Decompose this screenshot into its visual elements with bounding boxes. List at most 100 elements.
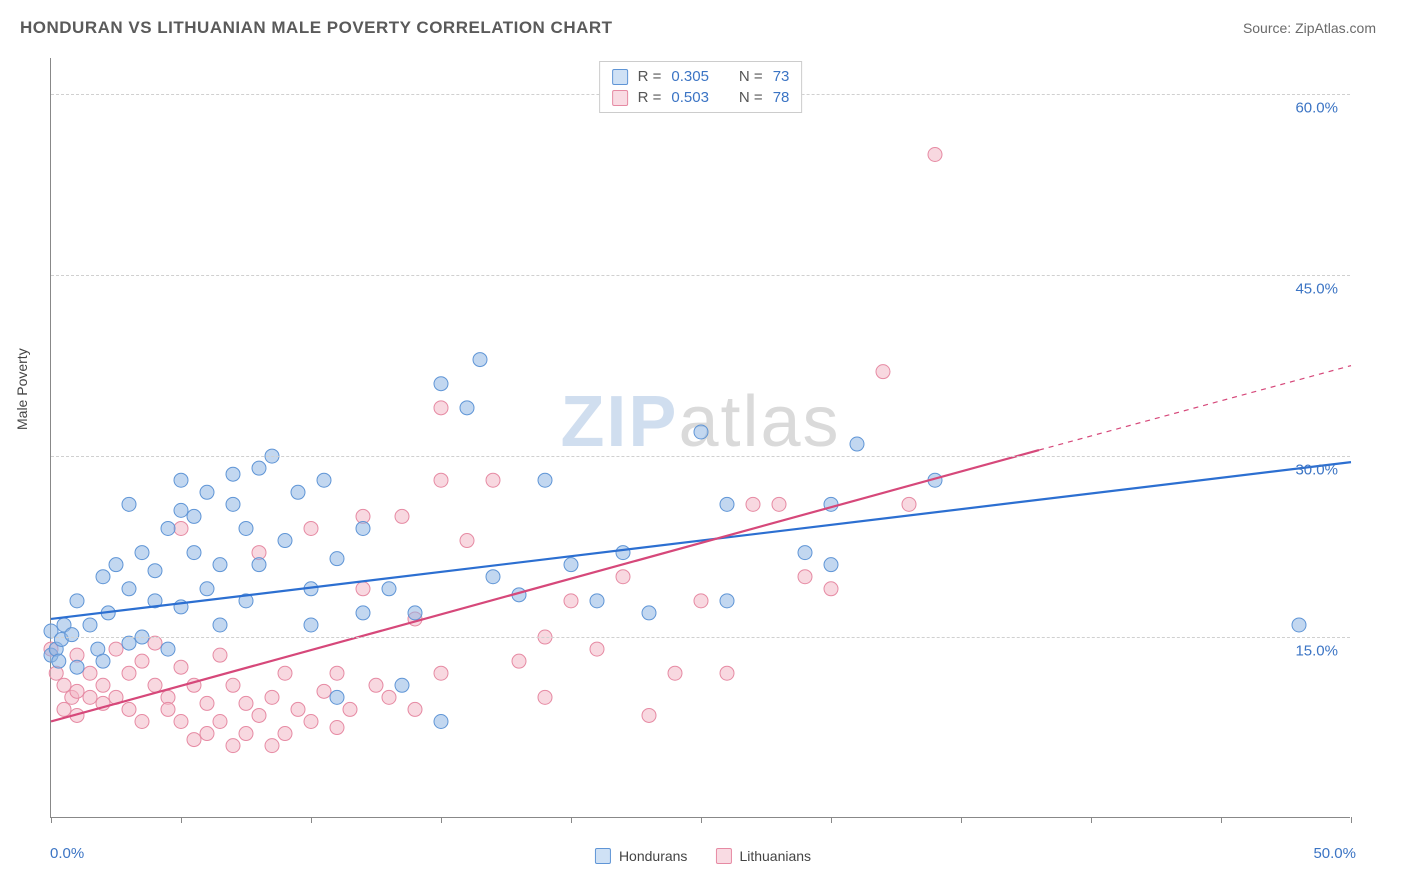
- lithuanians-point: [278, 666, 292, 680]
- hondurans-point: [65, 628, 79, 642]
- lithuanians-point: [291, 702, 305, 716]
- lithuanians-point: [434, 473, 448, 487]
- chart-svg: [51, 58, 1350, 817]
- hondurans-point: [330, 552, 344, 566]
- lithuanians-point: [252, 708, 266, 722]
- hondurans-point: [83, 618, 97, 632]
- lithuanians-point: [174, 521, 188, 535]
- lithuanians-point: [135, 654, 149, 668]
- hondurans-point: [174, 503, 188, 517]
- lithuanians-point: [122, 702, 136, 716]
- lithuanians-point: [343, 702, 357, 716]
- lithuanians-point: [57, 678, 71, 692]
- r-value-lithuanians: 0.503: [671, 89, 709, 106]
- hondurans-point: [122, 582, 136, 596]
- hondurans-point: [434, 377, 448, 391]
- hondurans-point: [694, 425, 708, 439]
- hondurans-point: [408, 606, 422, 620]
- hondurans-point: [239, 521, 253, 535]
- x-tick: [571, 817, 572, 823]
- lithuanians-point: [148, 678, 162, 692]
- source-attribution: Source: ZipAtlas.com: [1243, 20, 1376, 36]
- lithuanians-point: [824, 582, 838, 596]
- hondurans-point: [187, 546, 201, 560]
- correlation-legend: R = 0.305 N = 73 R = 0.503 N = 78: [599, 61, 803, 113]
- lithuanians-point: [265, 690, 279, 704]
- r-label: R =: [638, 68, 662, 85]
- lithuanians-point: [512, 654, 526, 668]
- hondurans-point: [226, 467, 240, 481]
- x-tick: [1351, 817, 1352, 823]
- lithuanians-point: [928, 148, 942, 162]
- lithuanians-point: [590, 642, 604, 656]
- lithuanians-point: [278, 727, 292, 741]
- lithuanians-point: [83, 666, 97, 680]
- hondurans-point: [1292, 618, 1306, 632]
- lithuanians-point: [317, 684, 331, 698]
- lithuanians-point: [369, 678, 383, 692]
- x-tick: [441, 817, 442, 823]
- x-tick: [51, 817, 52, 823]
- hondurans-point: [70, 660, 84, 674]
- x-tick: [181, 817, 182, 823]
- hondurans-point: [252, 558, 266, 572]
- lithuanians-point: [109, 642, 123, 656]
- lithuanians-point: [135, 714, 149, 728]
- lithuanians-point: [213, 714, 227, 728]
- lithuanians-point: [83, 690, 97, 704]
- lithuanians-point: [694, 594, 708, 608]
- lithuanians-point: [174, 714, 188, 728]
- lithuanians-point: [382, 690, 396, 704]
- hondurans-point: [213, 618, 227, 632]
- r-value-hondurans: 0.305: [671, 68, 709, 85]
- n-label: N =: [739, 89, 763, 106]
- x-tick: [1091, 817, 1092, 823]
- hondurans-point: [434, 714, 448, 728]
- hondurans-point: [798, 546, 812, 560]
- hondurans-point: [291, 485, 305, 499]
- lithuanians-point: [902, 497, 916, 511]
- x-tick: [1221, 817, 1222, 823]
- lithuanians-point: [96, 678, 110, 692]
- hondurans-point: [109, 558, 123, 572]
- r-label: R =: [638, 89, 662, 106]
- x-tick: [701, 817, 702, 823]
- lithuanians-point: [226, 739, 240, 753]
- lithuanians-point: [408, 702, 422, 716]
- gridline-h: [51, 456, 1350, 457]
- legend-row-hondurans: R = 0.305 N = 73: [612, 66, 790, 87]
- lithuanians-point: [57, 702, 71, 716]
- lithuanians-point: [538, 690, 552, 704]
- hondurans-point: [486, 570, 500, 584]
- x-axis-last-label: 50.0%: [1313, 845, 1356, 862]
- hondurans-point: [330, 690, 344, 704]
- lithuanians-point: [668, 666, 682, 680]
- gridline-h: [51, 637, 1350, 638]
- hondurans-point: [226, 497, 240, 511]
- lithuanians-point: [564, 594, 578, 608]
- lithuanians-point: [239, 696, 253, 710]
- hondurans-point: [70, 594, 84, 608]
- hondurans-point: [616, 546, 630, 560]
- n-value-hondurans: 73: [773, 68, 790, 85]
- hondurans-point: [252, 461, 266, 475]
- lithuanians-point: [772, 497, 786, 511]
- hondurans-point: [356, 606, 370, 620]
- lithuanians-point: [213, 648, 227, 662]
- chart-title: HONDURAN VS LITHUANIAN MALE POVERTY CORR…: [20, 18, 613, 38]
- hondurans-point: [356, 521, 370, 535]
- gridline-h: [51, 275, 1350, 276]
- hondurans-point: [161, 642, 175, 656]
- hondurans-point: [187, 509, 201, 523]
- legend-item-hondurans: Hondurans: [595, 848, 688, 864]
- lithuanians-point: [330, 721, 344, 735]
- hondurans-point: [52, 654, 66, 668]
- n-value-lithuanians: 78: [773, 89, 790, 106]
- legend-swatch-hondurans: [612, 69, 628, 85]
- hondurans-point: [850, 437, 864, 451]
- lithuanians-point: [49, 666, 63, 680]
- hondurans-point: [564, 558, 578, 572]
- hondurans-point: [317, 473, 331, 487]
- hondurans-point: [135, 546, 149, 560]
- x-tick: [831, 817, 832, 823]
